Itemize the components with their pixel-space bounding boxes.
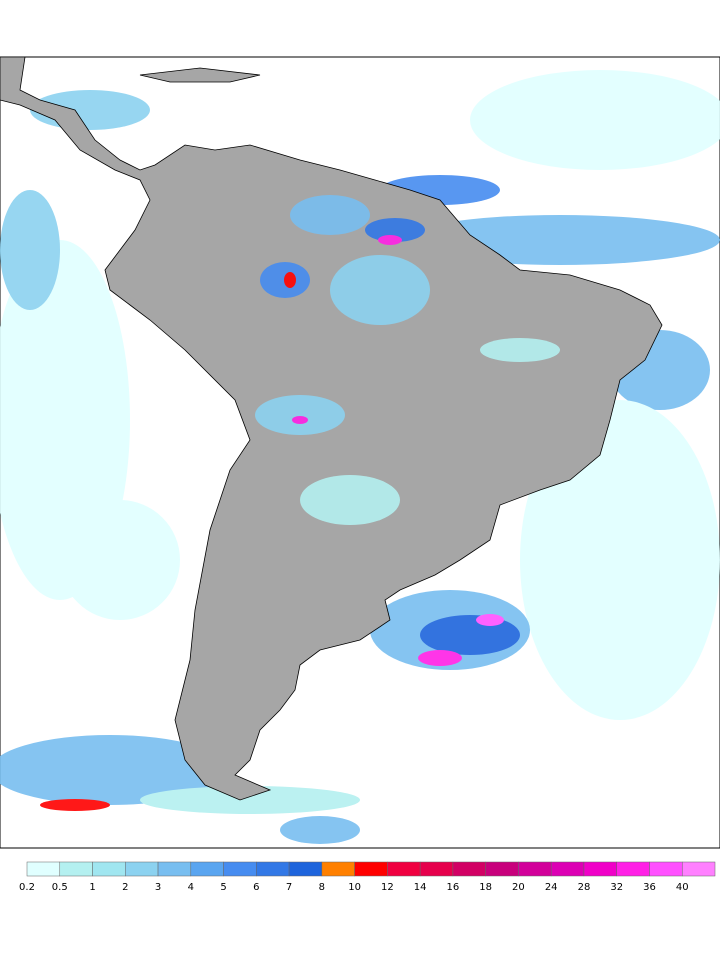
legend-label: 12: [381, 882, 394, 893]
legend-swatch: [485, 861, 519, 877]
legend-label: 8: [319, 882, 325, 893]
legend-label: 20: [512, 882, 525, 893]
legend-swatch: [125, 861, 159, 877]
legend-label: 16: [447, 882, 460, 893]
legend-label: 36: [643, 882, 656, 893]
legend: 0.2 0.5 1 2 3 4 5 6 7 8 10 12 14 16 18 20 24 28 32 36 40: [19, 861, 716, 893]
legend-swatch: [157, 861, 192, 877]
legend-label: 0.5: [52, 882, 68, 893]
legend-swatch: [419, 861, 454, 877]
legend-label: 5: [220, 882, 226, 893]
legend-label: 6: [253, 882, 259, 893]
legend-label: 7: [286, 882, 292, 893]
ocean-precip: [0, 70, 720, 844]
legend-label: 3: [155, 882, 161, 893]
legend-label: 28: [578, 882, 591, 893]
legend-swatch: [256, 861, 290, 877]
island: [139, 67, 261, 83]
legend-swatch: [223, 861, 257, 877]
legend-swatch: [354, 861, 388, 877]
legend-label: 24: [545, 882, 558, 893]
legend-swatch: [288, 861, 323, 877]
legend-label: 0.2: [19, 882, 35, 893]
legend-swatch: [550, 861, 585, 877]
land-precip: [255, 195, 560, 525]
legend-swatch: [649, 861, 683, 877]
legend-label: 40: [676, 882, 689, 893]
legend-swatch: [92, 861, 126, 877]
legend-swatch: [452, 861, 486, 877]
legend-swatch: [321, 861, 355, 877]
legend-swatch: [616, 861, 650, 877]
legend-swatch: [190, 861, 224, 877]
legend-label: 18: [479, 882, 492, 893]
legend-swatch: [59, 861, 93, 877]
legend-label: 14: [414, 882, 427, 893]
legend-label: 1: [89, 882, 95, 893]
legend-swatch: [583, 861, 617, 877]
legend-label: 10: [348, 882, 361, 893]
legend-label: 4: [188, 882, 194, 893]
legend-swatch: [26, 861, 61, 877]
legend-label: 32: [610, 882, 623, 893]
legend-label: 2: [122, 882, 128, 893]
legend-swatch: [681, 861, 716, 877]
legend-swatch: [518, 861, 552, 877]
legend-swatch: [387, 861, 421, 877]
